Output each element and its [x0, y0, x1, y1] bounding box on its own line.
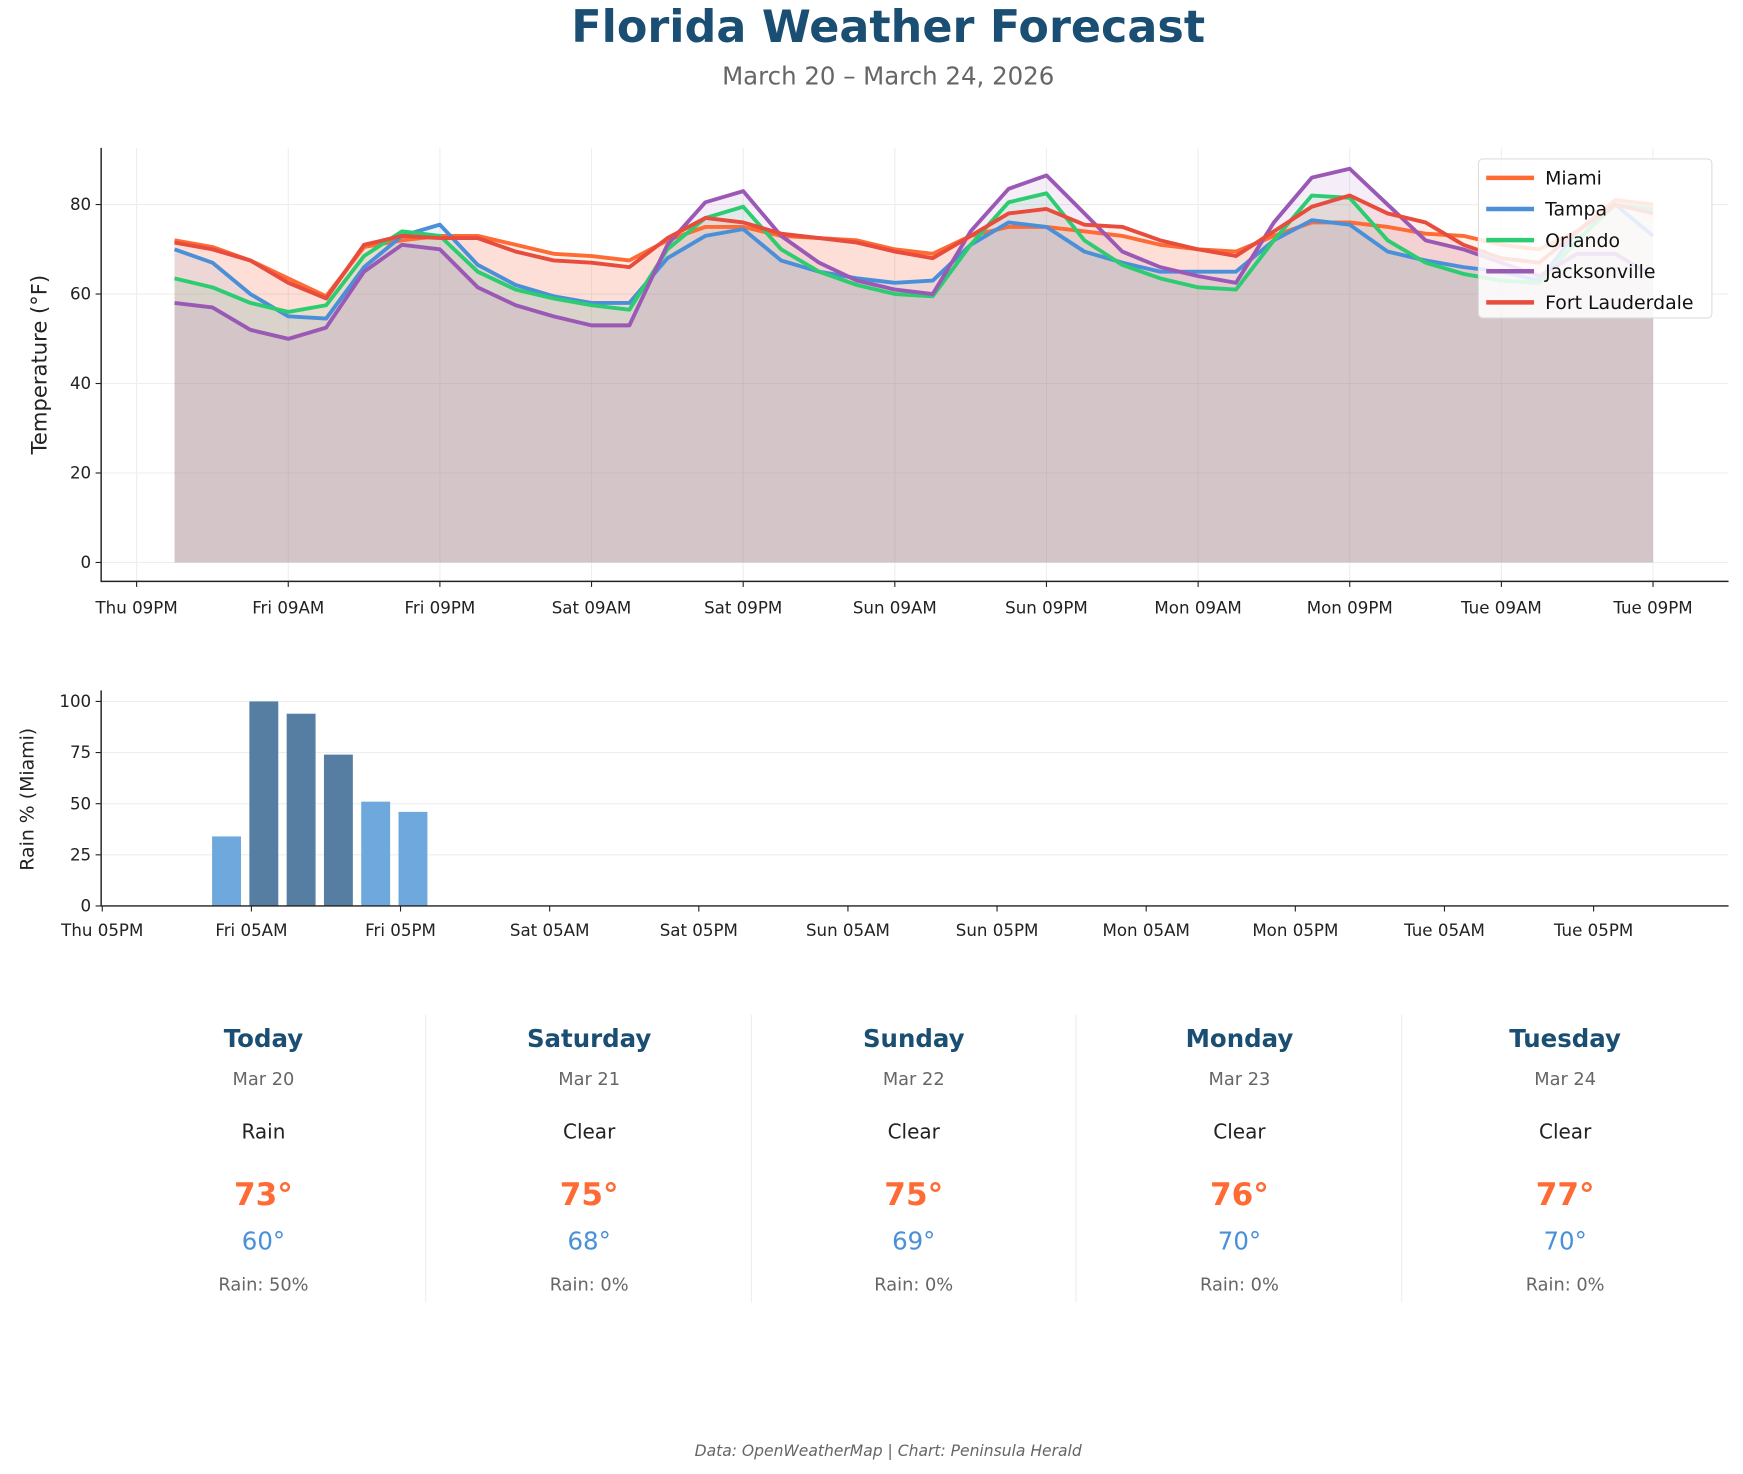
x-tick-label: Tue 05AM: [1403, 921, 1485, 940]
rain-bar: [398, 811, 428, 906]
page-subtitle: March 20 – March 24, 2026: [722, 61, 1054, 90]
y-tick-label: 50: [70, 794, 91, 813]
legend-label: Fort Lauderdale: [1545, 292, 1693, 314]
day-rain: Rain: 0%: [874, 1275, 953, 1296]
day-condition: Clear: [563, 1119, 616, 1143]
x-tick-label: Mon 05AM: [1103, 921, 1190, 940]
x-tick-label: Sun 09AM: [853, 599, 937, 618]
y-tick-label: 100: [59, 692, 91, 711]
day-condition: Clear: [1213, 1119, 1266, 1143]
x-tick-label: Fri 05AM: [215, 921, 287, 940]
day-rain: Rain: 0%: [1200, 1275, 1279, 1296]
x-tick-label: Mon 09PM: [1307, 599, 1393, 618]
x-tick-label: Thu 09PM: [95, 599, 178, 618]
line-tampa: [173, 202, 1655, 321]
day-name: Monday: [1186, 1024, 1294, 1053]
day-condition: Clear: [888, 1119, 941, 1143]
x-tick-label: Sat 09AM: [552, 599, 632, 618]
day-rain: Rain: 0%: [550, 1275, 629, 1296]
daily-forecast: Today Mar 20 Rain 73° 60° Rain: 50% Saturday Ma…: [218, 1014, 1621, 1303]
day-low: 60°: [242, 1226, 285, 1255]
day-high: 75°: [884, 1177, 943, 1213]
day-date: Mar 21: [558, 1069, 620, 1090]
y-tick-label: 0: [81, 553, 92, 572]
y-tick-label: 80: [70, 195, 91, 214]
x-tick-label: Sun 05AM: [806, 921, 890, 940]
day-low: 70°: [1543, 1226, 1586, 1255]
x-tick-label: Sat 05PM: [660, 921, 738, 940]
x-tick-label: Mon 05PM: [1252, 921, 1338, 940]
x-tick-label: Sun 09PM: [1005, 599, 1088, 618]
rain-bar: [361, 801, 391, 906]
y-tick-label: 75: [70, 743, 91, 762]
page-title: Florida Weather Forecast: [571, 2, 1205, 53]
line-jacksonville: [174, 166, 1655, 341]
day-condition: Rain: [241, 1119, 285, 1143]
x-tick-label: Mon 09AM: [1154, 599, 1241, 618]
temperature-y-label: Temperature (°F): [27, 275, 52, 456]
day-low: 68°: [567, 1226, 610, 1255]
day-card: Tuesday Mar 24 Clear 77° 70° Rain: 0%: [1509, 1024, 1621, 1295]
y-tick-label: 0: [81, 897, 92, 916]
day-name: Saturday: [527, 1024, 651, 1053]
day-date: Mar 23: [1209, 1069, 1271, 1090]
x-tick-label: Tue 09PM: [1612, 599, 1692, 618]
day-high: 76°: [1210, 1177, 1269, 1213]
legend-label: Tampa: [1544, 199, 1607, 221]
legend-box: [1477, 158, 1713, 319]
rain-bar: [286, 713, 316, 906]
x-tick-label: Sat 05AM: [510, 921, 590, 940]
day-low: 69°: [892, 1226, 935, 1255]
day-high: 75°: [560, 1177, 619, 1213]
day-date: Mar 24: [1534, 1069, 1596, 1090]
rain-bar: [323, 754, 353, 906]
area-jacksonville: [174, 168, 1654, 563]
x-tick-label: Tue 05PM: [1553, 921, 1633, 940]
x-tick-label: Fri 09AM: [252, 599, 324, 618]
day-card: Sunday Mar 22 Clear 75° 69° Rain: 0%: [863, 1024, 965, 1295]
y-tick-label: 20: [70, 464, 91, 483]
day-condition: Clear: [1539, 1119, 1592, 1143]
rain-bar: [212, 836, 241, 906]
axes: [100, 690, 1729, 907]
legend-label: Jacksonville: [1544, 261, 1655, 283]
area-miami: [174, 200, 1654, 563]
day-card: Saturday Mar 21 Clear 75° 68° Rain: 0%: [527, 1024, 651, 1295]
day-high: 77°: [1536, 1177, 1595, 1213]
day-date: Mar 20: [233, 1069, 295, 1090]
x-tick-label: Thu 05PM: [60, 921, 143, 940]
y-tick-label: 40: [70, 374, 91, 393]
area-orlando: [174, 193, 1654, 563]
footer-credit: Data: OpenWeatherMap | Chart: Peninsula …: [695, 1442, 1082, 1460]
line-fort-lauderdale: [174, 193, 1654, 301]
y-tick-label: 60: [70, 285, 91, 304]
rain-y-label: Rain % (Miami): [16, 728, 38, 871]
day-low: 70°: [1218, 1226, 1261, 1255]
day-date: Mar 22: [883, 1069, 945, 1090]
day-name: Tuesday: [1509, 1024, 1621, 1053]
temperature-chart: 0 20 40 60 80 Thu 09PM Fri 09AM Fri 09PM Sat 09A…: [70, 147, 1729, 618]
day-card: Monday Mar 23 Clear 76° 70° Rain: 0%: [1186, 1024, 1294, 1295]
line-orlando: [174, 191, 1654, 314]
x-tick-label: Tue 09AM: [1460, 599, 1542, 618]
axes: [100, 147, 1729, 583]
area-fort-lauderdale: [174, 195, 1654, 563]
legend-label: Orlando: [1545, 230, 1620, 252]
x-tick-label: Sun 05PM: [956, 921, 1039, 940]
x-tick-label: Fri 09PM: [405, 599, 476, 618]
rain-chart: 0 25 50 75 100 Thu 05PM Fri 05AM Fri 05PM Sat 05…: [59, 690, 1729, 940]
x-tick-label: Fri 05PM: [365, 921, 436, 940]
day-rain: Rain: 50%: [218, 1275, 308, 1296]
legend-label: Miami: [1545, 168, 1602, 190]
day-card: Today Mar 20 Rain 73° 60° Rain: 50%: [218, 1024, 308, 1295]
day-high: 73°: [234, 1177, 293, 1213]
day-rain: Rain: 0%: [1526, 1275, 1605, 1296]
y-tick-label: 25: [70, 845, 91, 864]
day-name: Sunday: [863, 1024, 965, 1053]
rain-bar: [249, 701, 279, 906]
day-name: Today: [224, 1024, 303, 1053]
legend: Miami Tampa Orlando Jacksonville Fort Lauder…: [1477, 158, 1713, 319]
x-tick-label: Sat 09PM: [704, 599, 782, 618]
